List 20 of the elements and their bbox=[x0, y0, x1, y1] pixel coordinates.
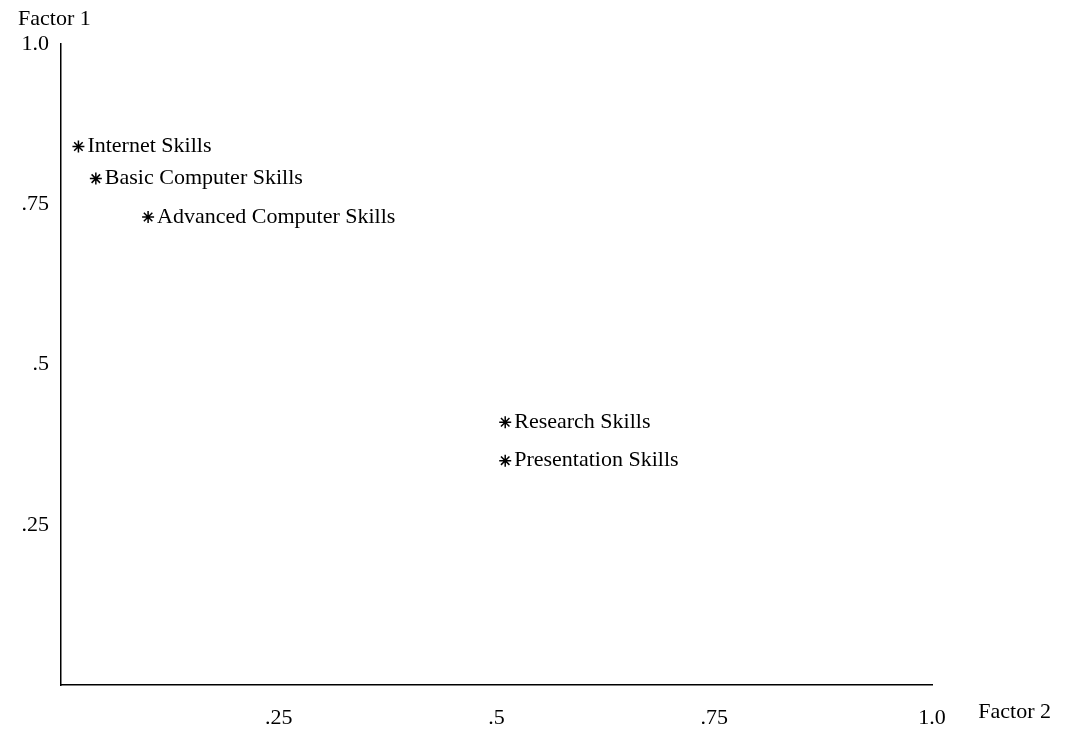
annotation: Research Skills bbox=[514, 407, 651, 433]
y-tick-label: 1.0 bbox=[21, 29, 49, 55]
point bbox=[89, 171, 103, 186]
point bbox=[141, 210, 155, 224]
point bbox=[498, 415, 512, 429]
x-tick-label: .75 bbox=[700, 703, 728, 729]
y-tick-label: .25 bbox=[21, 510, 49, 536]
y-tick-label: .5 bbox=[32, 350, 49, 376]
annotation: Basic Computer Skills bbox=[104, 164, 303, 190]
x-tick-label: .5 bbox=[488, 703, 505, 729]
y-tick-label: .75 bbox=[21, 190, 49, 216]
x-tick-label: .25 bbox=[265, 703, 293, 729]
annotation: Internet Skills bbox=[87, 132, 212, 158]
y-axis-title: Factor 1 bbox=[18, 4, 91, 30]
point bbox=[498, 453, 512, 468]
x-axis-title: Factor 2 bbox=[978, 697, 1051, 723]
annotation: Presentation Skills bbox=[514, 446, 679, 472]
annotation: Advanced Computer Skills bbox=[157, 202, 396, 228]
x-tick-label: 1.0 bbox=[918, 703, 946, 729]
point bbox=[71, 139, 86, 154]
